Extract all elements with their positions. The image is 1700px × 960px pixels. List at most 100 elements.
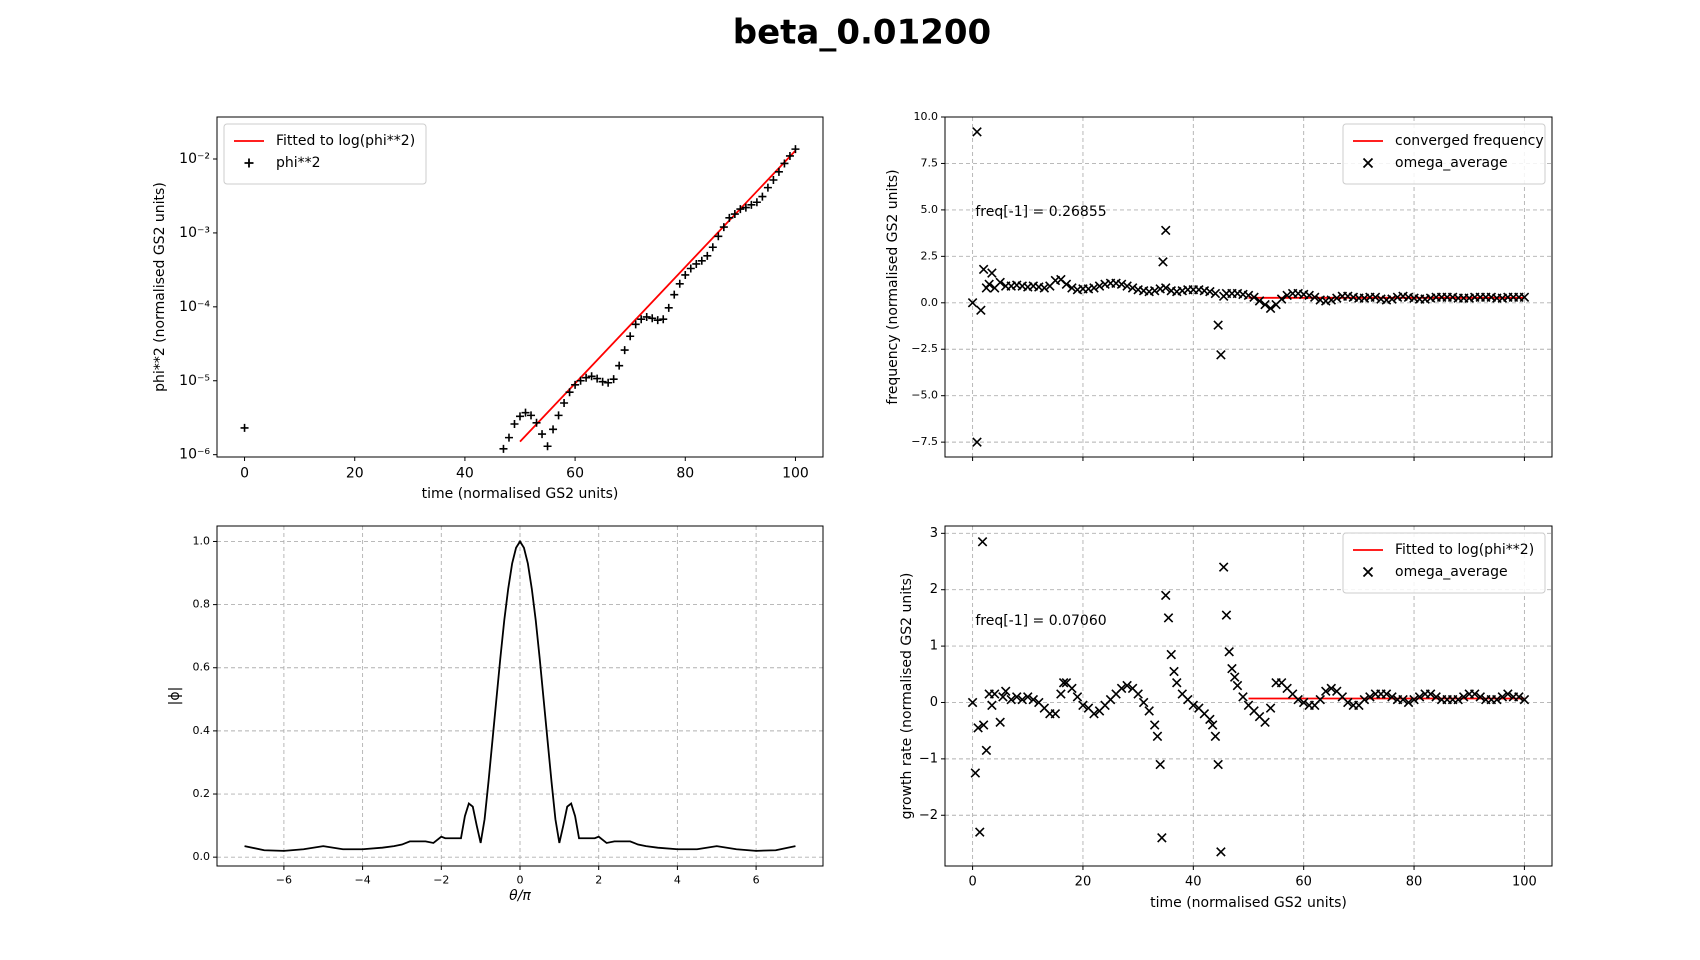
data-point [554,411,563,420]
legend-label: Fitted to log(phi**2) [1395,542,1534,558]
data-point [1089,708,1099,719]
data-point [1058,677,1069,688]
y-tick-label: 1 [930,639,938,654]
data-point [1213,320,1223,330]
data-point [978,720,989,730]
data-point [1210,731,1221,742]
data-point [736,205,745,214]
data-point [1094,281,1105,291]
data-point [631,320,640,329]
data-point [1260,299,1270,310]
legend: Fitted to log(phi**2) omega_average [1342,532,1546,594]
y-tick-label: 1.0 [193,534,211,547]
data-point [981,745,992,756]
legend-label: omega_average [1395,564,1508,580]
data-point [1497,692,1508,702]
data-point [686,264,695,273]
legend-label: converged frequency [1395,133,1544,149]
x-tick-label: 100 [1512,874,1537,889]
y-axis-label: frequency (normalised GS2 units) [885,169,901,404]
data-point [1265,303,1276,314]
data-point [758,192,767,201]
data-point [1453,694,1463,705]
legend-label: omega_average [1395,155,1508,171]
data-point [774,167,783,176]
data-point [1381,689,1392,699]
y-tick-label: −5.0 [911,389,938,402]
data-point [1163,613,1174,623]
data-point [1503,689,1513,699]
data-point [642,312,651,321]
legend-frame [223,123,427,185]
data-point [1205,714,1215,725]
data-point [659,315,668,324]
data-point [1056,689,1066,699]
data-point [593,374,602,383]
data-point [1205,286,1215,297]
data-point [1138,697,1149,708]
data-point [1227,663,1237,674]
data-point [967,298,978,308]
data-point [675,279,684,288]
data-point [510,419,519,428]
data-point [719,223,728,232]
data-point [1309,292,1320,302]
data-point [587,372,596,381]
data-point [626,332,635,341]
y-tick-label: 0.0 [921,296,939,309]
data-point [521,408,530,417]
subplot: −7.5 −5.0 −2.5 0.0 2.5 5.0 7.5 10.0 frequency (n… [885,110,1553,461]
data-point [1011,692,1022,702]
data-point [1000,686,1011,696]
data-point [543,442,552,451]
y-tick-label: 10⁻⁶ [179,447,210,463]
data-point [708,243,717,252]
data-point [989,689,1000,699]
y-tick-label: 10⁻³ [179,225,210,241]
data-point [240,423,249,432]
data-point [1492,694,1502,705]
y-axis-label: phi**2 (normalised GS2 units) [152,182,168,392]
data-point [977,537,988,547]
data-point [504,433,513,442]
data-point [681,270,690,279]
data-point [1023,692,1033,702]
data-point [1238,692,1248,702]
axes-frame [944,116,1553,458]
data-point [1216,847,1226,857]
data-point [1188,700,1199,711]
data-point [998,692,1008,702]
data-point [576,376,585,385]
data-point [549,425,558,434]
data-point [1514,692,1524,702]
subplot: 0 20 40 60 80 100 −2 −1 0 1 2 3 time (normalised GS2… [899,525,1553,911]
data-point [516,412,524,421]
data-point [967,697,978,708]
data-point [1224,646,1234,657]
x-tick-label: −4 [354,874,370,887]
x-axis-label: time (normalised GS2 units) [422,486,619,502]
data-point [747,200,756,209]
data-point [1157,833,1167,843]
x-tick-label: 6 [753,874,760,887]
y-axis-label: growth rate (normalised GS2 units) [899,573,915,820]
data-point [1519,292,1530,302]
data-point [1260,717,1270,727]
legend: Fitted to log(phi**2) phi**2 [223,123,427,185]
x-axis-label: θ/π [509,888,531,904]
data-point [730,210,739,219]
annotation: freq[-1] = 0.07060 [975,613,1106,629]
data-point [970,768,981,778]
y-tick-label: 2.5 [921,249,939,262]
data-point [1365,692,1375,702]
data-point [532,418,541,427]
data-point [1122,281,1132,291]
data-point [769,175,778,184]
data-point [972,437,982,447]
y-tick-label: −2 [919,808,938,823]
data-point [1229,672,1240,682]
data-point [984,279,994,289]
data-point [741,203,750,212]
x-tick-label: −2 [433,874,449,887]
